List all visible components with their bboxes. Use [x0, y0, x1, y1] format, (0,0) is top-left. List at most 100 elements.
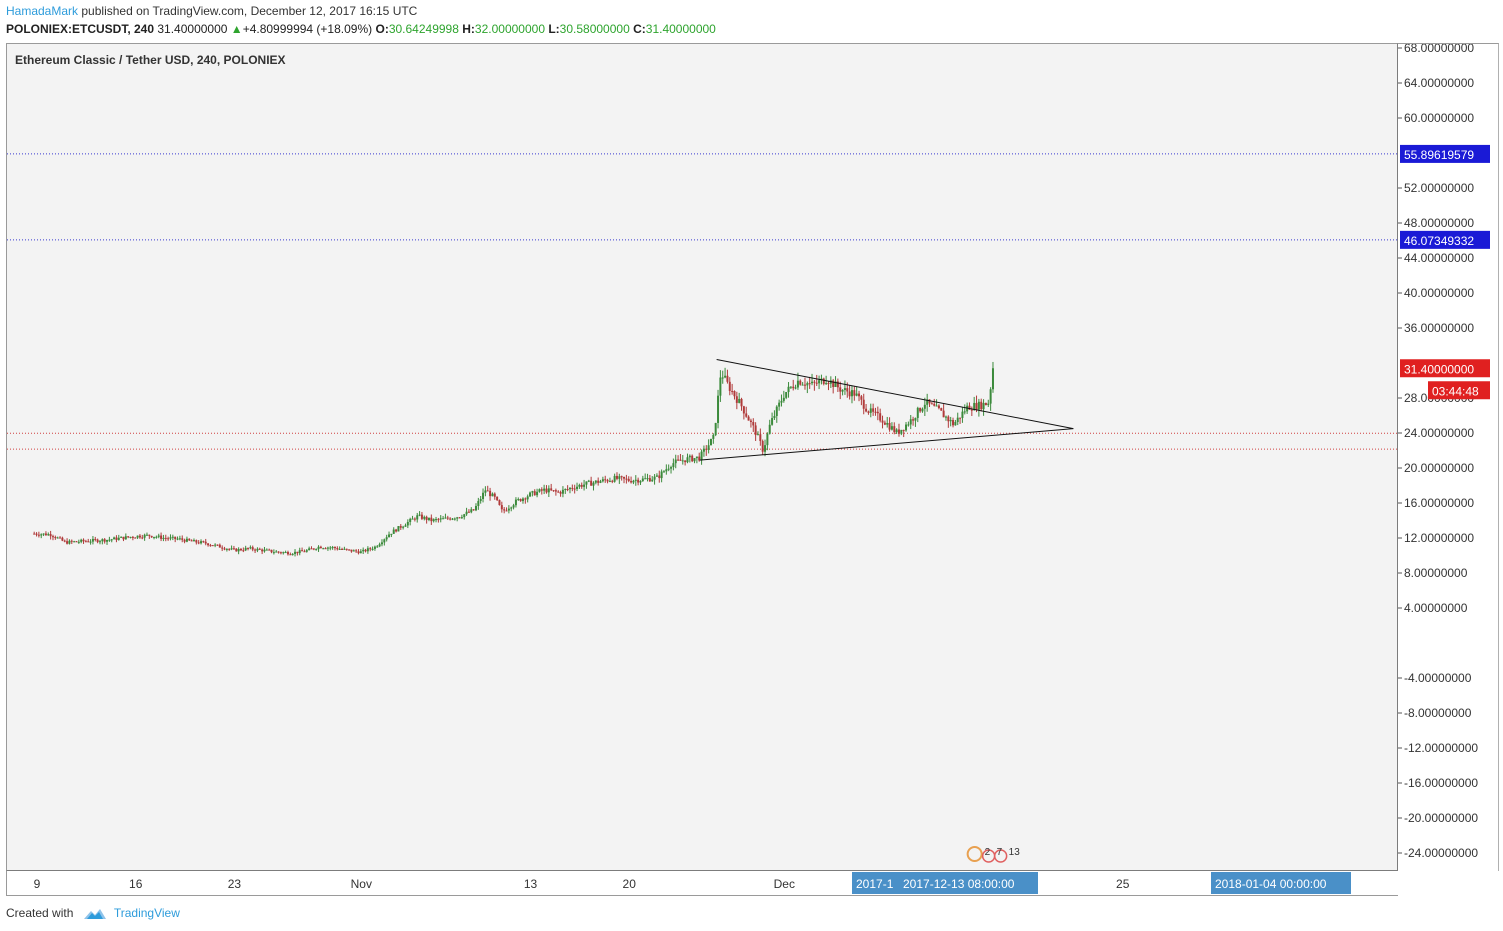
ohlc-legend: POLONIEX:ETCUSDT, 240 31.40000000 ▲+4.80…	[6, 22, 716, 36]
candle-body	[677, 459, 680, 461]
candle-body	[827, 383, 830, 385]
candle-body	[113, 537, 116, 540]
candle-body	[390, 533, 393, 535]
open-value: 30.64249998	[388, 22, 459, 36]
x-tick-label: 25	[1116, 877, 1130, 891]
candle-body	[858, 393, 861, 397]
candle-body	[794, 387, 797, 389]
candle-body	[919, 407, 922, 412]
candle-body	[914, 417, 917, 421]
candle-body	[155, 536, 158, 538]
candle-body	[404, 525, 407, 527]
candle-body	[427, 517, 430, 520]
candle-body	[705, 448, 708, 450]
time-axis[interactable]: 9 16 23 Nov 13 20 Dec 25 2017-1 2017-12-13 08:00:…	[6, 870, 1398, 896]
y-tick-label: -16.00000000	[1404, 776, 1478, 790]
candle-body	[928, 399, 931, 404]
candle-body	[514, 499, 517, 506]
candle-body	[108, 539, 111, 541]
tradingview-logo-icon[interactable]	[83, 907, 107, 921]
candle-body	[808, 383, 811, 385]
event-marker-label: 2	[985, 847, 991, 858]
candle-body	[411, 518, 414, 520]
x-tick-label: Dec	[774, 877, 795, 891]
time-axis-scale[interactable]: 9 16 23 Nov 13 20 Dec 25 2017-1 2017-12-13 08:00:…	[7, 871, 1398, 895]
candle-body	[973, 402, 976, 411]
candle-body	[402, 526, 405, 528]
candle-body	[131, 536, 134, 538]
candle-body	[780, 400, 783, 403]
candle-body	[418, 514, 421, 516]
candle-body	[467, 511, 470, 513]
candle-body	[608, 480, 611, 482]
candle-body	[460, 517, 463, 519]
candle-body	[517, 499, 520, 501]
candle-body	[789, 386, 792, 388]
symbol-label[interactable]: POLONIEX:ETCUSDT, 240	[6, 22, 155, 36]
candle-body	[599, 481, 602, 483]
candle-body	[832, 380, 835, 387]
candle-body	[312, 548, 315, 550]
candle-body	[333, 547, 336, 549]
candle-body	[818, 380, 821, 384]
candle-body	[841, 389, 844, 392]
candle-body	[529, 492, 532, 497]
price-axis[interactable]: 68.00000000 64.00000000 60.00000000 52.0000…	[1397, 41, 1499, 871]
candle-body	[662, 471, 665, 473]
y-tick-label: 12.00000000	[1404, 531, 1474, 545]
candle-body	[458, 517, 461, 519]
candle-body	[665, 469, 668, 472]
candle-body	[315, 549, 318, 551]
candle-body	[921, 408, 924, 412]
candle-body	[164, 537, 167, 539]
candle-body	[839, 387, 842, 392]
tradingview-link[interactable]: TradingView	[113, 906, 180, 920]
candle-body	[221, 547, 224, 549]
y-tick-label: 36.00000000	[1404, 321, 1474, 335]
chart-pane[interactable]: 2 7 13	[6, 43, 1398, 871]
candle-body	[848, 391, 851, 397]
candle-body	[721, 377, 724, 379]
candle-body	[207, 543, 210, 546]
candle-body	[474, 505, 477, 511]
candle-body	[651, 479, 654, 482]
candle-body	[127, 536, 130, 538]
candle-body	[42, 533, 45, 535]
candle-body	[470, 509, 473, 513]
candle-body	[886, 422, 889, 425]
author-link[interactable]: HamadaMark	[6, 4, 79, 18]
candle-body	[96, 539, 99, 543]
candle-body	[272, 552, 275, 554]
candle-body	[362, 549, 365, 552]
candle-body	[937, 405, 940, 409]
y-tick-label: 8.00000000	[1404, 566, 1468, 580]
candle-body	[254, 549, 257, 551]
candle-body	[745, 413, 748, 417]
candle-body	[296, 551, 299, 554]
candle-body	[524, 498, 527, 500]
countdown-bg	[1428, 381, 1490, 400]
trendline-1	[699, 428, 1074, 461]
candle-body	[658, 475, 661, 479]
y-tick-label: 44.00000000	[1404, 251, 1474, 265]
candle-body	[202, 541, 205, 543]
candle-body	[357, 551, 360, 554]
y-tick-label: -8.00000000	[1404, 706, 1472, 720]
candle-body	[326, 547, 329, 549]
candle-body	[897, 429, 900, 434]
candle-body	[724, 375, 727, 378]
candle-body	[698, 456, 701, 461]
event-marker-label: 13	[1009, 847, 1021, 858]
candle-body	[500, 505, 503, 510]
candle-body	[200, 541, 203, 544]
candle-body	[554, 490, 557, 492]
y-tick-label: -20.00000000	[1404, 811, 1478, 825]
candle-body	[578, 484, 581, 487]
price-axis-scale[interactable]: 68.00000000 64.00000000 60.00000000 52.0000…	[1398, 41, 1498, 871]
candle-body	[409, 518, 412, 522]
chart-plot[interactable]: 2 7 13	[7, 44, 1398, 871]
candle-body	[775, 406, 778, 416]
candle-body	[310, 548, 313, 550]
candle-body	[432, 519, 435, 522]
level-price-label-0-bg	[1400, 144, 1490, 163]
